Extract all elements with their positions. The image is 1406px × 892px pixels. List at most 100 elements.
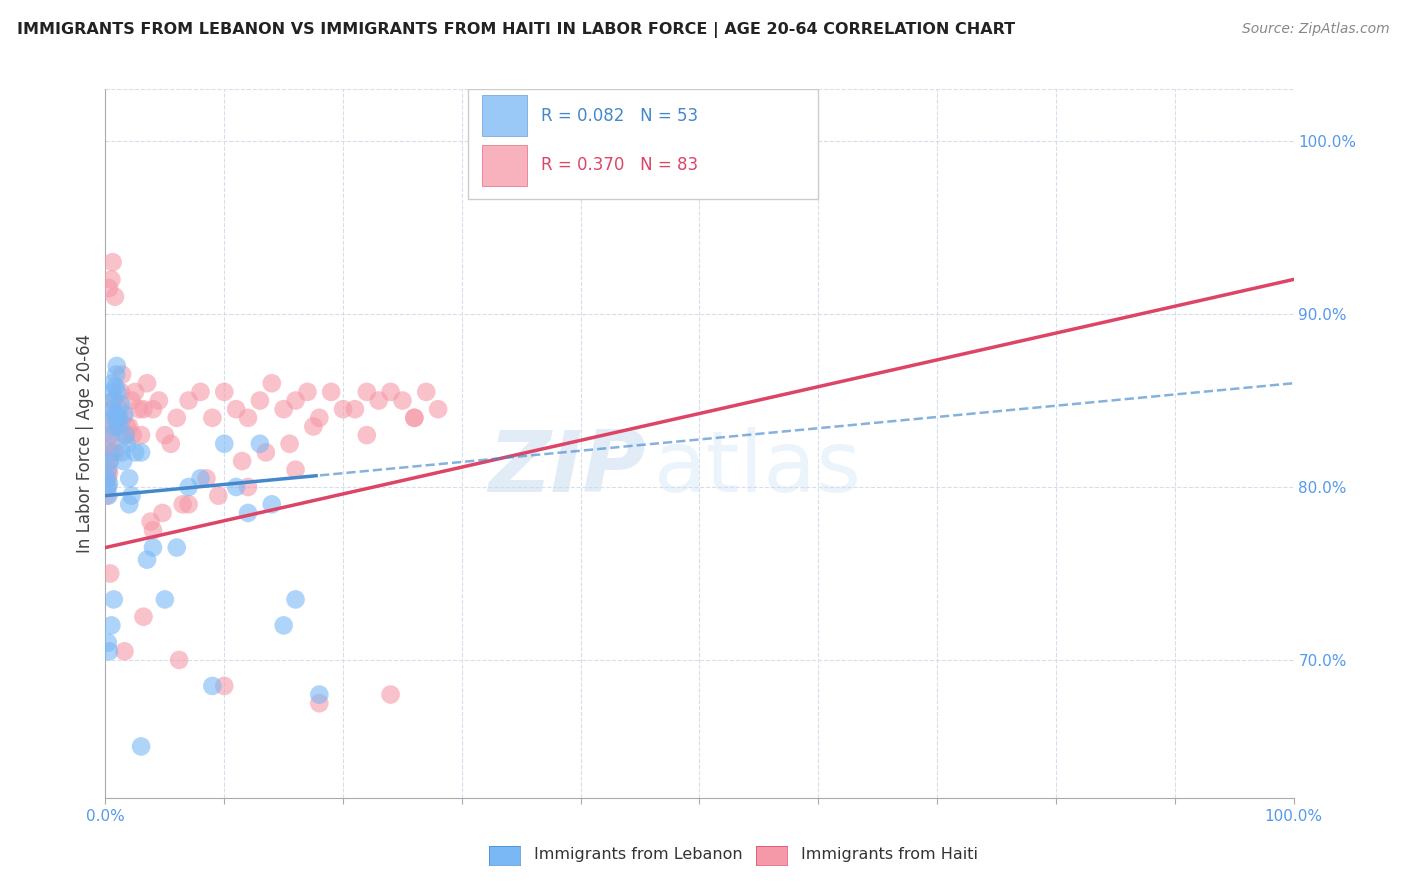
Point [101, 384, 124, 399]
Point [118, 497, 141, 511]
Point [107, 410, 129, 425]
Point [302, 419, 325, 434]
Point [190, 384, 212, 399]
Point [308, 410, 330, 425]
Point [101, 393, 124, 408]
Point [97, 480, 120, 494]
Point [104, 408, 127, 422]
Point [105, 384, 128, 399]
Point [118, 419, 141, 434]
Point [98, 566, 121, 581]
Point [101, 445, 124, 459]
Point [98, 454, 121, 468]
Point [103, 393, 125, 408]
Point [343, 402, 366, 417]
Point [236, 480, 259, 494]
Text: R = 0.370   N = 83: R = 0.370 N = 83 [541, 156, 699, 174]
Point [105, 419, 128, 434]
Point [136, 376, 159, 391]
Point [236, 506, 259, 520]
Point [260, 376, 283, 391]
Point [121, 428, 143, 442]
Point [236, 410, 259, 425]
Text: Immigrants from Lebanon: Immigrants from Lebanon [534, 847, 742, 862]
Point [284, 463, 307, 477]
Point [254, 445, 277, 459]
Point [114, 644, 136, 658]
Point [103, 419, 125, 434]
Text: ZIP: ZIP [488, 427, 645, 510]
Point [159, 436, 181, 450]
Bar [468, 89, 818, 199]
Point [177, 480, 200, 494]
Point [107, 410, 129, 425]
Point [115, 419, 138, 434]
Point [214, 679, 236, 693]
Point [207, 489, 229, 503]
Point [98, 445, 121, 459]
Point [112, 454, 135, 468]
Point [108, 402, 131, 417]
Point [105, 359, 128, 373]
Point [100, 428, 122, 442]
Point [142, 402, 165, 417]
Point [415, 384, 437, 399]
Point [260, 497, 283, 511]
Point [284, 592, 307, 607]
Point [214, 436, 236, 450]
Point [177, 497, 200, 511]
Point [129, 445, 152, 459]
Point [111, 368, 134, 382]
Point [98, 436, 121, 450]
Point [231, 454, 253, 468]
Y-axis label: In Labor Force | Age 20-64: In Labor Force | Age 20-64 [76, 334, 94, 553]
Text: IMMIGRANTS FROM LEBANON VS IMMIGRANTS FROM HAITI IN LABOR FORCE | AGE 20-64 CORR: IMMIGRANTS FROM LEBANON VS IMMIGRANTS FR… [17, 22, 1015, 38]
Point [142, 541, 165, 555]
Point [108, 419, 131, 434]
Point [142, 523, 165, 537]
Point [367, 393, 389, 408]
Point [172, 497, 194, 511]
Point [148, 393, 170, 408]
Point [100, 419, 122, 434]
Point [284, 393, 307, 408]
Point [380, 384, 402, 399]
Point [404, 410, 426, 425]
Point [105, 410, 128, 425]
Point [97, 489, 120, 503]
Point [332, 402, 354, 417]
Point [166, 410, 188, 425]
Point [96, 463, 118, 477]
Point [214, 384, 236, 399]
Point [105, 368, 128, 382]
Point [97, 635, 120, 649]
Point [273, 618, 295, 632]
Point [115, 436, 138, 450]
Point [98, 281, 121, 295]
Point [380, 688, 402, 702]
Point [195, 471, 218, 485]
Point [97, 463, 120, 477]
Point [136, 552, 159, 566]
Point [104, 290, 127, 304]
Point [225, 402, 247, 417]
Point [190, 471, 212, 485]
Text: atlas: atlas [654, 427, 862, 510]
Point [356, 428, 378, 442]
Point [104, 445, 127, 459]
Point [132, 402, 155, 417]
Point [249, 393, 271, 408]
Point [129, 739, 152, 754]
Point [153, 428, 176, 442]
Point [112, 410, 135, 425]
Point [121, 393, 143, 408]
Point [225, 480, 247, 494]
Point [152, 506, 174, 520]
Point [391, 393, 413, 408]
Point [118, 471, 141, 485]
Point [427, 402, 450, 417]
Point [103, 592, 125, 607]
Point [96, 480, 118, 494]
Point [308, 688, 330, 702]
Bar [482, 95, 527, 136]
